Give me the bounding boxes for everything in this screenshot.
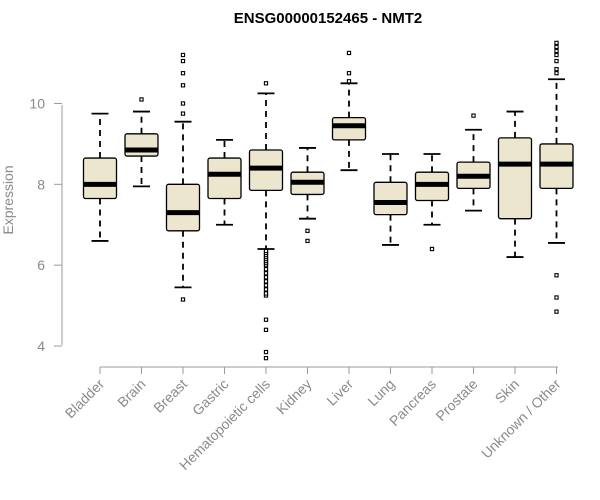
box-group-prostate [456,113,491,212]
outlier-point [263,267,269,272]
y-tick-label-6: 6 [37,257,45,273]
outlier-point [263,279,269,284]
outlier-point [139,97,144,102]
x-tick-label: Liver [323,376,356,409]
box-iqr [373,181,408,216]
box-group-pancreas [414,153,450,252]
x-tick-label: Skin [492,376,523,407]
y-tick-label-4: 4 [37,338,45,354]
outlier-point [554,66,559,72]
box-group-breast [165,52,201,302]
box-group-skin [497,110,533,258]
y-ticks: 4 6 8 10 [29,95,62,354]
x-tick-label: Unknown / Other [478,376,564,462]
box-group-lung [373,153,408,246]
outlier-point [554,58,559,64]
outlier-point [263,283,269,288]
outlier-point [305,238,310,244]
outlier-point [263,355,269,361]
box-group-kidney [290,147,325,244]
outlier-point [180,297,186,302]
x-tick-label: Brain [114,376,148,410]
outlier-point [263,81,269,86]
outlier-point [554,295,559,300]
box-group-hematopoietic-cells [248,81,284,361]
y-axis-label: Expression [0,165,16,234]
box-group-unknown-other [539,40,574,314]
outlier-point [263,275,269,280]
x-tick-label: Prostate [432,376,480,424]
outlier-point [180,58,186,64]
box-groups [82,40,574,361]
box-group-bladder [82,112,118,242]
outlier-point [346,71,352,76]
chart-title: ENSG00000152465 - NMT2 [234,10,422,27]
outlier-point [263,349,269,355]
box-group-brain [124,97,159,188]
box-iqr [331,116,367,141]
box-iqr [124,133,159,157]
x-tick-label: Kidney [273,376,315,418]
outlier-point [180,52,186,58]
outlier-point [554,40,559,46]
box-iqr [165,183,201,232]
outlier-point [180,83,186,88]
y-tick-label-8: 8 [37,176,45,192]
outlier-point [346,79,352,84]
y-tick-label-10: 10 [29,95,45,111]
outlier-point [263,291,269,296]
outlier-point [346,50,352,56]
box-group-gastric [207,138,242,226]
outlier-point [263,287,269,292]
outlier-point [554,273,559,278]
outlier-point [263,317,269,322]
outlier-point [263,248,269,254]
x-tick-label: Bladder [62,376,108,422]
outlier-point [554,44,559,50]
outlier-point [180,111,186,116]
x-tick-label: Breast [150,376,190,416]
outlier-point [263,271,269,276]
box-iqr [207,157,242,200]
outlier-point [263,327,269,332]
outlier-point [554,52,559,58]
outlier-point [180,71,186,76]
outlier-point [180,101,186,106]
box-iqr [82,157,118,200]
outlier-point [429,246,435,252]
x-tick-label: Lung [364,376,397,409]
outlier-point [554,309,559,314]
outlier-point [471,113,476,118]
box-group-liver [331,50,367,172]
outlier-point [554,71,559,76]
outlier-point [554,48,559,54]
outlier-point [305,228,310,233]
box-iqr [497,137,533,220]
